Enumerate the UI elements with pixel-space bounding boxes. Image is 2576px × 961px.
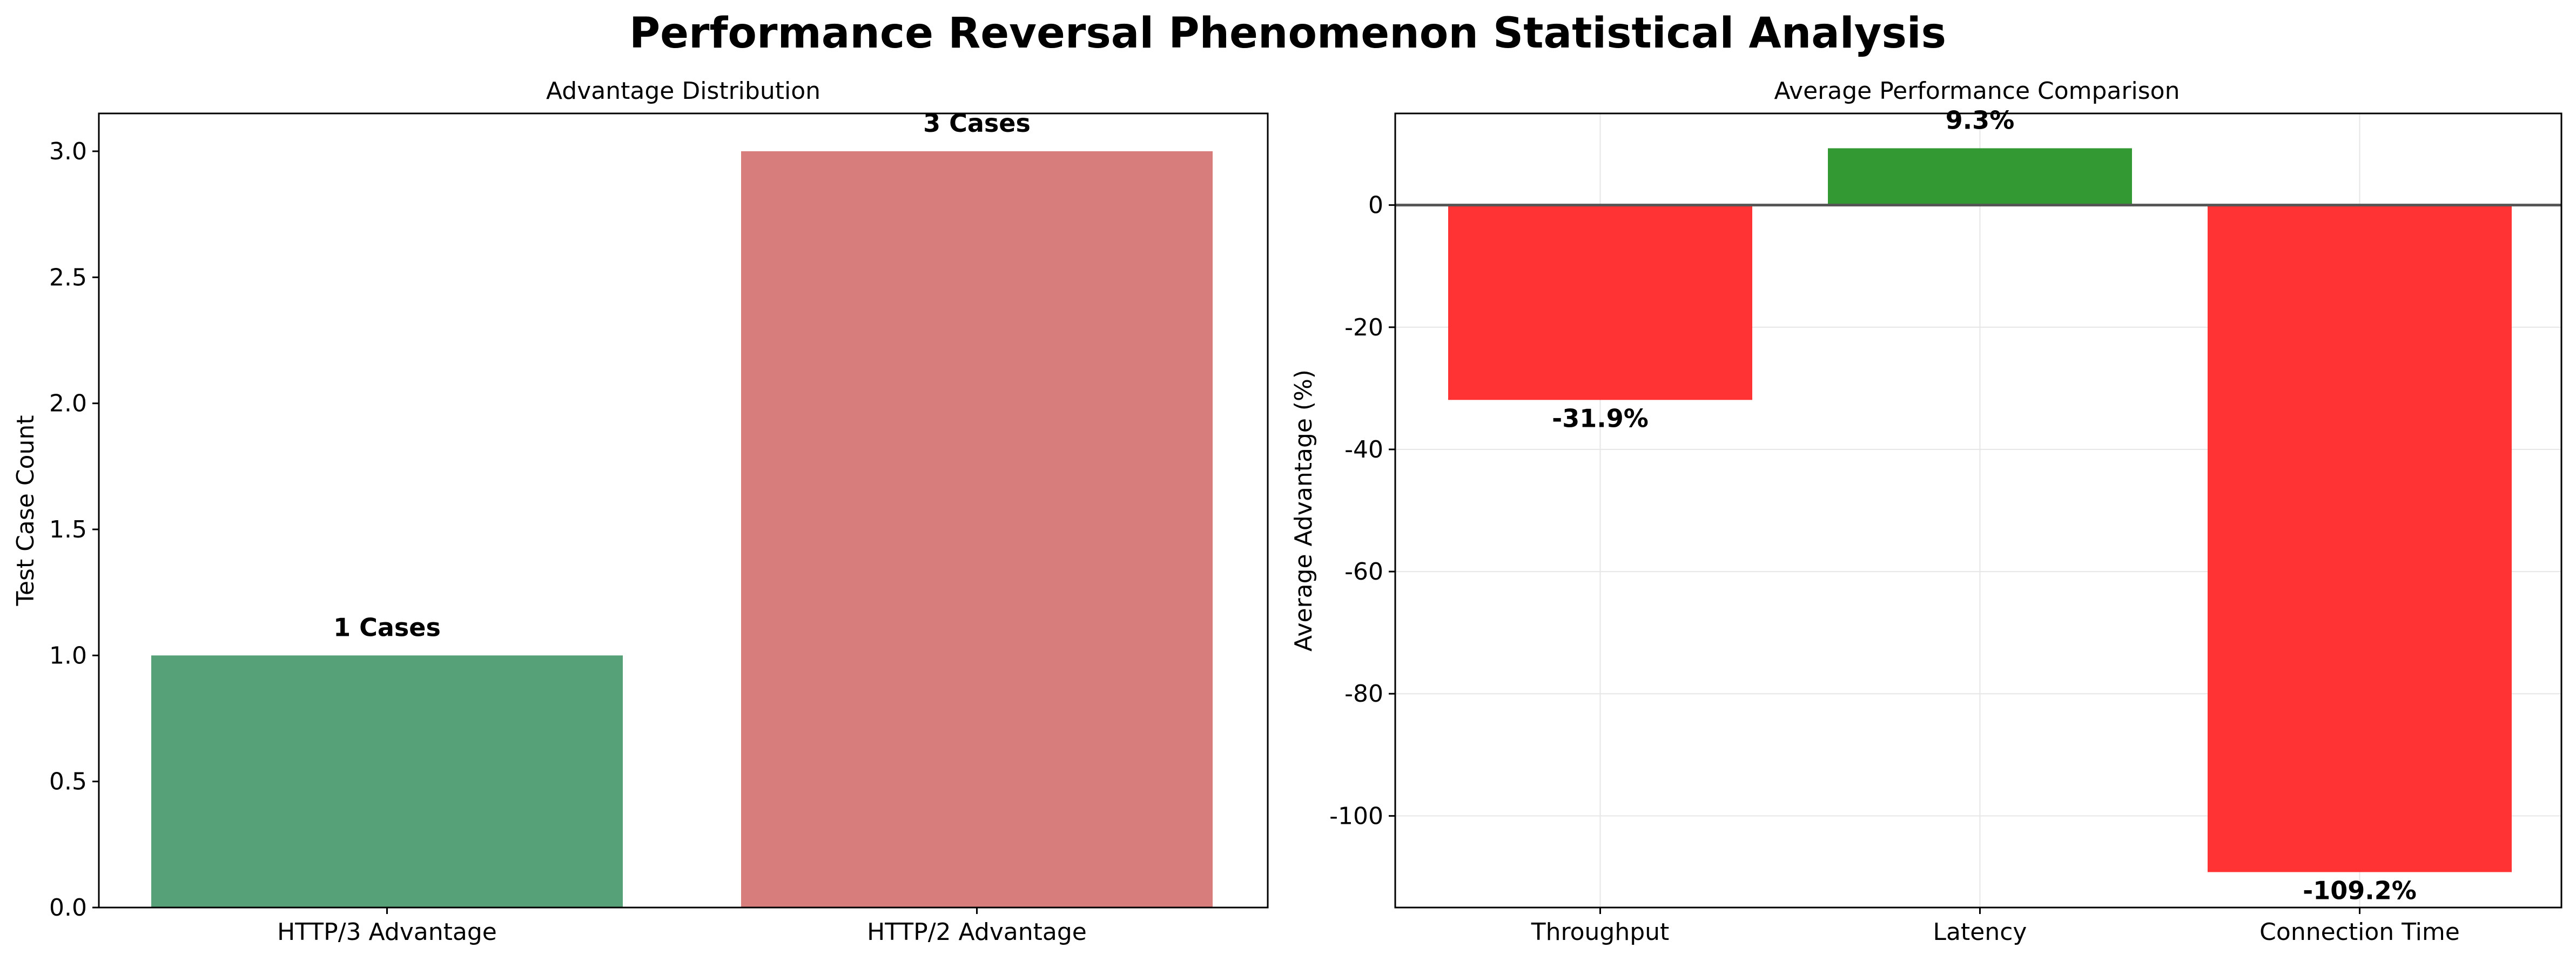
- y-tick-label: 0.0: [49, 894, 87, 922]
- chart-advantage-distribution: Advantage Distribution Test Case Count 0…: [12, 77, 1269, 946]
- y-tick-label: 2.5: [49, 264, 87, 291]
- chart-2-x-ticks: Throughput Latency Connection Time: [1531, 908, 2460, 946]
- bar-http-3-advantage: [151, 655, 623, 908]
- y-tick-label: 1.5: [49, 516, 87, 543]
- x-tick-label: HTTP/3 Advantage: [277, 918, 497, 946]
- chart-1-bars: [151, 151, 1213, 908]
- y-tick-label: 0.5: [49, 768, 87, 796]
- chart-1-frame: [98, 112, 1269, 909]
- x-tick-label: HTTP/2 Advantage: [867, 918, 1087, 946]
- chart-2-title: Average Performance Comparison: [1774, 77, 2180, 105]
- x-tick-label: Throughput: [1531, 918, 1670, 946]
- y-tick-label: 1.0: [49, 642, 87, 669]
- chart-1-x-ticks: HTTP/3 Advantage HTTP/2 Advantage: [277, 908, 1087, 946]
- y-tick-label: -80: [1344, 680, 1383, 708]
- x-tick-label: Connection Time: [2259, 918, 2460, 946]
- chart-2-ylabel: Average Advantage (%): [1290, 369, 1317, 651]
- bar-throughput: [1448, 205, 1752, 400]
- figure-title: Performance Reversal Phenomenon Statisti…: [629, 9, 1946, 58]
- bar-connection-time: [2208, 205, 2512, 872]
- data-label: -109.2%: [2303, 876, 2417, 905]
- y-tick-label: -20: [1344, 314, 1383, 341]
- chart-average-performance: Average Performance Comparison Average A…: [1290, 77, 2562, 946]
- bar-latency: [1828, 148, 2132, 205]
- y-tick-label: -60: [1344, 558, 1383, 586]
- data-label: 9.3%: [1946, 105, 2015, 135]
- y-tick-label: -100: [1329, 802, 1383, 830]
- chart-1-y-ticks: 0.0 0.5 1.0 1.5 2.0 2.5 3.0: [49, 138, 99, 922]
- chart-2-y-ticks: -100 -80 -60 -40 -20 0: [1329, 192, 1395, 830]
- y-tick-label: 0: [1368, 192, 1383, 219]
- chart-1-title: Advantage Distribution: [546, 77, 820, 105]
- y-tick-label: 3.0: [49, 138, 87, 165]
- chart-2-data-labels: -31.9% 9.3% -109.2%: [1552, 105, 2417, 905]
- chart-1-ylabel: Test Case Count: [12, 415, 39, 607]
- chart-2-frame: [1394, 112, 2562, 909]
- y-tick-label: -40: [1344, 436, 1383, 463]
- data-label: -31.9%: [1552, 404, 1649, 433]
- data-label: 1 Cases: [333, 613, 441, 642]
- x-tick-label: Latency: [1933, 918, 2027, 946]
- y-tick-label: 2.0: [49, 390, 87, 418]
- bar-http-2-advantage: [741, 151, 1213, 908]
- chart-2-bars: [1448, 148, 2512, 872]
